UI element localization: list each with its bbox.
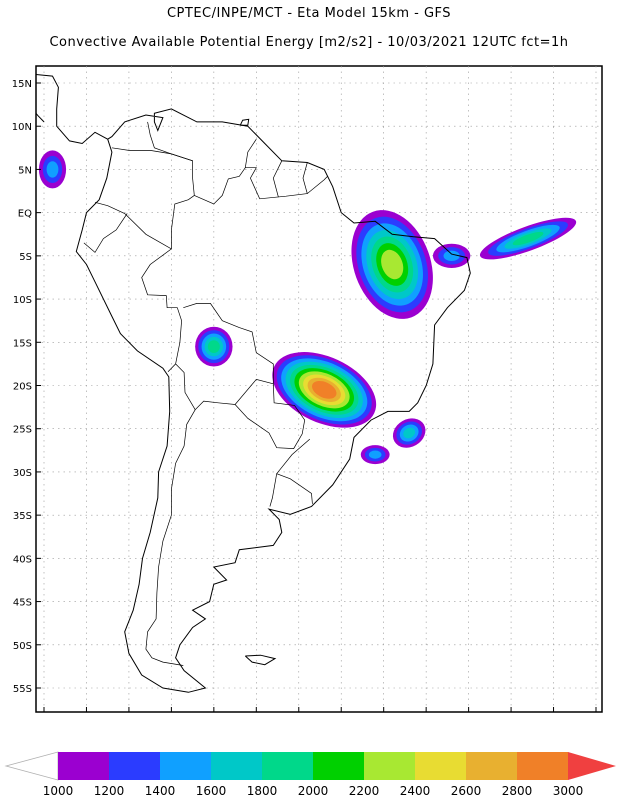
colorbar-swatch bbox=[211, 752, 263, 780]
lat-label: 35S bbox=[13, 511, 32, 522]
colorbar-swatch bbox=[364, 752, 416, 780]
chart-title-line-2: Convective Available Potential Energy [m… bbox=[49, 35, 569, 50]
colorbar-label: 2200 bbox=[349, 784, 380, 798]
cape-map: 15N 10N 5N EQ 5S 10S 15S 20S 25S 30S 35S 40S 45S 50S 5… bbox=[12, 65, 608, 720]
lat-label: 10N bbox=[12, 122, 32, 133]
colorbar-swatch bbox=[466, 752, 518, 780]
grid-lines bbox=[36, 66, 602, 712]
colorbar-label: 1400 bbox=[145, 784, 176, 798]
cape-contour-northeast-brazil bbox=[381, 249, 404, 280]
lon-label: 30W bbox=[500, 719, 523, 720]
colorbar-label: 1800 bbox=[247, 784, 278, 798]
lon-label: 85W bbox=[33, 719, 56, 720]
colorbar-over-arrow bbox=[568, 752, 616, 780]
coastline bbox=[239, 118, 250, 126]
cape-contour-coast-rio-grande-do-norte bbox=[443, 250, 460, 262]
lat-label: 30S bbox=[13, 468, 32, 479]
border bbox=[302, 162, 308, 194]
lat-label: 55S bbox=[13, 684, 32, 695]
colorbar-label: 2800 bbox=[502, 784, 533, 798]
lon-label: 70W bbox=[160, 719, 183, 720]
longitude-labels: 85W 80W 75W 70W 65W 60W 55W 50W 45W 40W 35W 30W 25W 2… bbox=[33, 707, 608, 720]
colorbar-swatch bbox=[160, 752, 212, 780]
lon-label: 35W bbox=[457, 719, 480, 720]
colorbar-under-arrow bbox=[4, 751, 59, 781]
colorbar-swatch bbox=[262, 752, 314, 780]
colorbar-swatch bbox=[313, 752, 365, 780]
coastlines bbox=[36, 73, 471, 693]
lon-label: 50W bbox=[330, 719, 353, 720]
border bbox=[141, 248, 182, 372]
lat-label: 5S bbox=[19, 252, 32, 263]
cape-contour-mato-grosso-do-sul-sao-paulo bbox=[312, 380, 337, 399]
border bbox=[83, 213, 128, 253]
border bbox=[234, 383, 306, 449]
colorbar-label: 3000 bbox=[553, 784, 584, 798]
lon-label: 25W bbox=[542, 719, 565, 720]
colorbar-swatch bbox=[58, 752, 110, 780]
lat-label: 45S bbox=[13, 598, 32, 609]
lon-label: 60W bbox=[245, 719, 268, 720]
lat-label: 25S bbox=[13, 425, 32, 436]
border bbox=[147, 121, 193, 162]
colorbar-swatch bbox=[109, 752, 161, 780]
lat-label: EQ bbox=[18, 209, 32, 220]
border bbox=[269, 473, 278, 507]
border bbox=[272, 160, 283, 198]
lon-label: 45W bbox=[372, 719, 395, 720]
colorbar-swatches bbox=[4, 751, 616, 781]
colorbar-label: 2600 bbox=[451, 784, 482, 798]
colorbar-label: 1600 bbox=[196, 784, 227, 798]
chart-title-line-1: CPTEC/INPE/MCT - Eta Model 15km - GFS bbox=[166, 6, 452, 21]
colorbar-label: 2000 bbox=[298, 784, 329, 798]
country-borders bbox=[83, 121, 328, 666]
cape-contour-south-atlantic-coast bbox=[403, 427, 416, 439]
coastline bbox=[36, 73, 108, 145]
colorbar-label: 1000 bbox=[43, 784, 74, 798]
colorbar-labels: 1000 1200 1400 1600 1800 2000 2200 2400 2600 2800… bbox=[43, 784, 584, 798]
lat-label: 50S bbox=[13, 641, 32, 652]
border bbox=[276, 438, 313, 504]
coastline bbox=[75, 108, 471, 693]
lat-label: 15S bbox=[13, 338, 32, 349]
coastline bbox=[244, 654, 277, 666]
lon-label: 80W bbox=[75, 719, 98, 720]
cape-shading bbox=[38, 150, 577, 465]
lat-label: 10S bbox=[13, 295, 32, 306]
lon-label: 40W bbox=[415, 719, 438, 720]
border bbox=[94, 147, 195, 250]
border bbox=[194, 167, 246, 205]
lon-label: 65W bbox=[203, 719, 226, 720]
latitude-labels: 15N 10N 5N EQ 5S 10S 15S 20S 25S 30S 35S 40S 45S 50S 5… bbox=[12, 79, 41, 695]
lat-label: 40S bbox=[13, 554, 32, 565]
border bbox=[244, 139, 328, 200]
cape-contour-atlantic-eq bbox=[512, 231, 544, 246]
lat-label: 20S bbox=[13, 382, 32, 393]
lon-label: 75W bbox=[118, 719, 141, 720]
colorbar-swatch bbox=[517, 752, 569, 780]
lat-label: 5N bbox=[18, 165, 32, 176]
colorbar-label: 1200 bbox=[94, 784, 125, 798]
colorbar-swatch bbox=[415, 752, 467, 780]
lat-label: 15N bbox=[12, 79, 32, 90]
lon-label: 55W bbox=[287, 719, 310, 720]
colorbar-label: 2400 bbox=[400, 784, 431, 798]
lon-label: 20W bbox=[585, 719, 608, 720]
cape-contour-bolivia bbox=[207, 340, 220, 354]
cape-contour-venezuela-colombia bbox=[46, 161, 59, 178]
border bbox=[145, 409, 196, 666]
cape-contour-uruguay-coast bbox=[368, 450, 382, 459]
coastline bbox=[36, 112, 45, 123]
